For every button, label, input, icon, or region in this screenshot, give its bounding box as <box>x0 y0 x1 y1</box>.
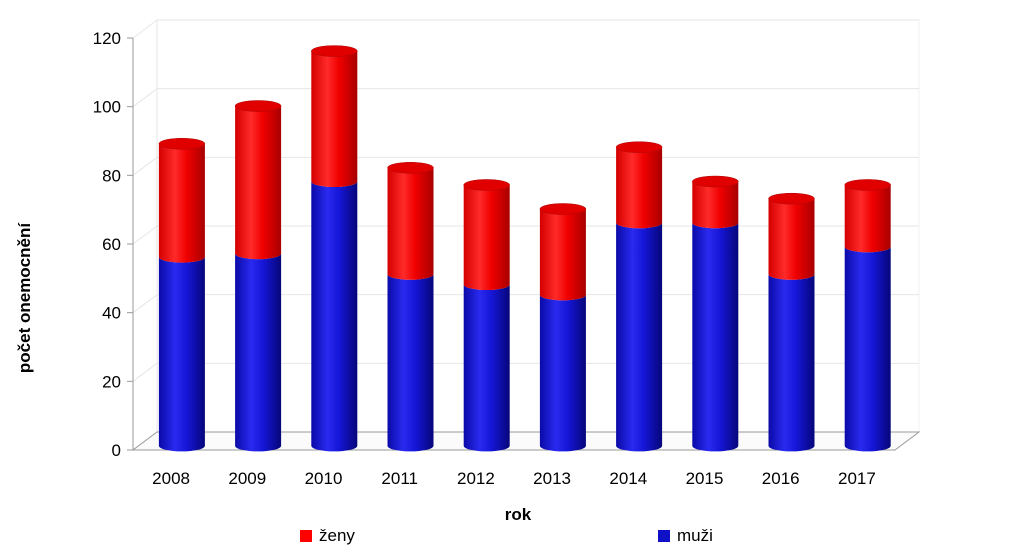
bar-stack-2012 <box>463 179 510 452</box>
y-tick-label: 0 <box>112 441 121 460</box>
bar-top-cap-2017 <box>844 179 891 191</box>
x-tick-label-2014: 2014 <box>609 469 647 488</box>
legend-label-zeny: ženy <box>319 526 355 545</box>
bar-muži-2008 <box>158 257 205 452</box>
bar-stack-2015 <box>692 175 739 452</box>
legend-swatch-zeny <box>300 530 312 542</box>
bar-muži-2009 <box>235 253 282 452</box>
y-tick-label: 60 <box>102 235 121 254</box>
bar-ženy-2012 <box>463 184 510 291</box>
y-tick-label: 100 <box>93 98 121 117</box>
bar-top-cap-2010 <box>311 45 358 57</box>
bar-muži-2017 <box>844 246 891 452</box>
bar-stack-2008 <box>158 138 206 452</box>
x-tick-label-2015: 2015 <box>686 469 724 488</box>
bar-stack-2016 <box>768 192 815 452</box>
x-tick-label-2008: 2008 <box>152 469 190 488</box>
x-tick-label-2011: 2011 <box>381 469 418 488</box>
bar-ženy-2010 <box>311 51 358 188</box>
x-tick-label-2010: 2010 <box>305 469 343 488</box>
legend-swatch-muzi <box>658 530 670 542</box>
bar-stack-2017 <box>844 179 891 452</box>
bar-top-cap-2014 <box>615 141 663 153</box>
y-tick-labels: 0 20 40 60 80 100 120 <box>93 29 133 460</box>
x-tick-label-2013: 2013 <box>533 469 571 488</box>
x-tick-label-2012: 2012 <box>457 469 495 488</box>
bar-muži-2015 <box>692 222 739 452</box>
bar-top-cap-2012 <box>463 179 510 191</box>
y-axis-title: počet onemocnění <box>15 222 34 373</box>
gridline-side <box>132 19 158 39</box>
bar-stack-2009 <box>234 100 282 452</box>
bar-muži-2011 <box>387 274 434 452</box>
bar-ženy-2008 <box>158 143 205 263</box>
bar-stack-2010 <box>311 45 358 452</box>
x-tick-labels: 2008 2009 2010 2011 2012 2013 2014 2015 2016 2017 <box>152 469 876 488</box>
bars <box>158 45 891 452</box>
bar-ženy-2014 <box>616 147 663 229</box>
bar-stack-2011 <box>387 162 434 452</box>
y-tick-label: 20 <box>102 372 121 391</box>
y-tick-label: 120 <box>93 29 121 48</box>
gridline-side <box>132 156 158 176</box>
gridline-side <box>132 362 158 382</box>
bar-stack-2013 <box>539 203 587 452</box>
bar-top-cap-2013 <box>539 203 587 215</box>
bar-stack-2014 <box>615 141 663 452</box>
x-tick-label-2016: 2016 <box>762 469 800 488</box>
x-tick-label-2017: 2017 <box>838 469 876 488</box>
bar-muži-2012 <box>463 284 510 452</box>
gridline-side <box>132 225 158 245</box>
bar-muži-2014 <box>616 222 663 452</box>
y-tick-label: 80 <box>102 166 121 185</box>
bar-muži-2016 <box>768 274 815 452</box>
gridline-side <box>132 294 158 314</box>
bar-ženy-2013 <box>539 209 586 301</box>
bar-ženy-2011 <box>387 167 434 280</box>
bar-ženy-2016 <box>768 198 815 280</box>
bar-muži-2013 <box>539 294 586 452</box>
x-tick-label-2009: 2009 <box>228 469 266 488</box>
bar-top-cap-2016 <box>768 192 815 205</box>
bar-ženy-2017 <box>844 184 891 253</box>
bar-ženy-2015 <box>692 181 739 229</box>
bar-muži-2010 <box>311 181 358 452</box>
legend-label-muzi: muži <box>677 526 713 545</box>
gridline-side <box>132 88 158 108</box>
bar-top-cap-2009 <box>234 100 282 112</box>
bar-top-cap-2008 <box>158 138 206 150</box>
x-axis-title: rok <box>505 505 532 524</box>
legend-item-zeny: ženy <box>300 526 355 546</box>
bar-top-cap-2015 <box>692 175 739 188</box>
y-tick-label: 40 <box>102 304 121 323</box>
bar-ženy-2009 <box>235 106 282 260</box>
legend-item-muzi: muži <box>658 526 713 546</box>
bar-top-cap-2011 <box>387 162 434 174</box>
